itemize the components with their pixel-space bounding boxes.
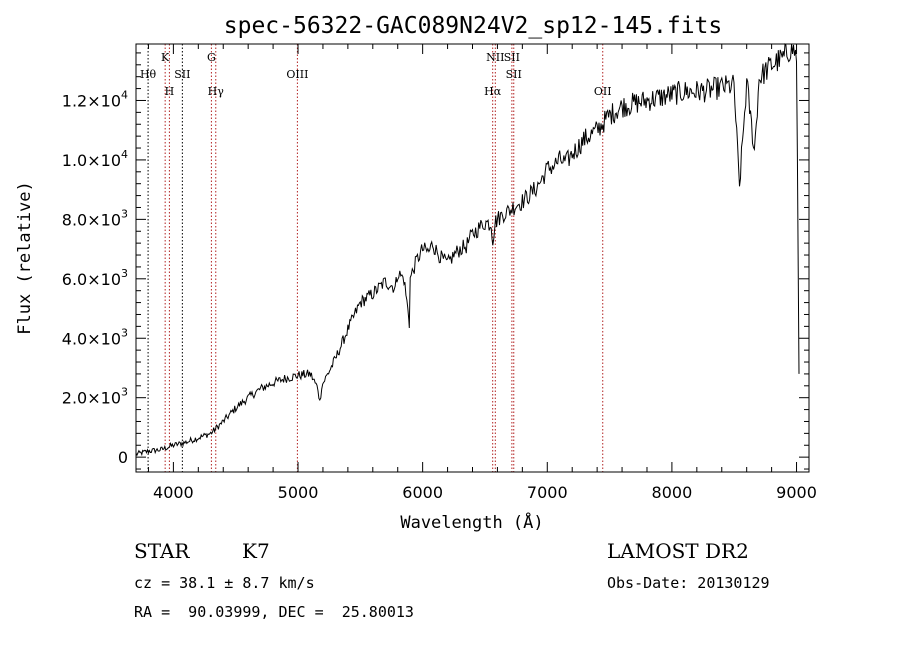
survey-name: LAMOST DR2 [607,539,749,563]
object-class: STAR [134,539,190,563]
x-tick-label: 4000 [153,483,194,502]
spectral-line-label: Hθ [140,68,157,81]
spectral-line-label: G [207,51,216,64]
object-subclass: K7 [242,539,270,563]
x-tick-label: 8000 [652,483,693,502]
x-tick-label: 5000 [278,483,319,502]
spectrum-series-line [135,43,800,457]
spectral-line-label: SII [174,68,190,81]
x-axis-label: Wavelength (Å) [400,511,543,533]
redshift-cz: cz = 38.1 ± 8.7 km/s [134,574,315,592]
y-tick-label: 6.0×103 [62,267,128,289]
x-tick-label: 6000 [402,483,443,502]
y-tick-label: 1.0×104 [62,148,128,170]
spectral-line-label: Hα [484,85,502,98]
spectral-line-label: NII [486,51,504,64]
spectral-line-label: SII [504,51,520,64]
spectral-line-label: OII [594,85,612,98]
y-axis: 0 2.0×103 4.0×103 6.0×103 8.0×103 1.0×104 1.2×… [62,52,809,470]
x-tick-label: 7000 [527,483,568,502]
x-tick-label: 9000 [776,483,817,502]
observation-date: Obs-Date: 20130129 [607,574,770,592]
spectral-line-label: Hγ [208,85,225,98]
y-axis-label: Flux (relative) [15,181,35,335]
spectral-line-label: K [161,51,170,64]
spectral-line-markers [147,44,604,472]
x-axis: 4000 5000 6000 7000 8000 9000 [147,44,817,502]
y-tick-label: 8.0×103 [62,207,128,229]
y-tick-label: 2.0×103 [62,386,128,408]
ra-dec-coordinates: RA = 90.03999, DEC = 25.80013 [134,603,414,621]
spectral-line-label: OIII [286,68,308,81]
spectral-line-label: SII [506,68,522,81]
y-tick-label: 0 [118,448,128,467]
plot-area [135,43,800,472]
chart-title: spec-56322-GAC089N24V2_sp12-145.fits [224,13,723,39]
y-tick-label: 1.2×104 [62,88,128,110]
spectral-line-label: H [165,85,175,98]
y-tick-label: 4.0×103 [62,326,128,348]
